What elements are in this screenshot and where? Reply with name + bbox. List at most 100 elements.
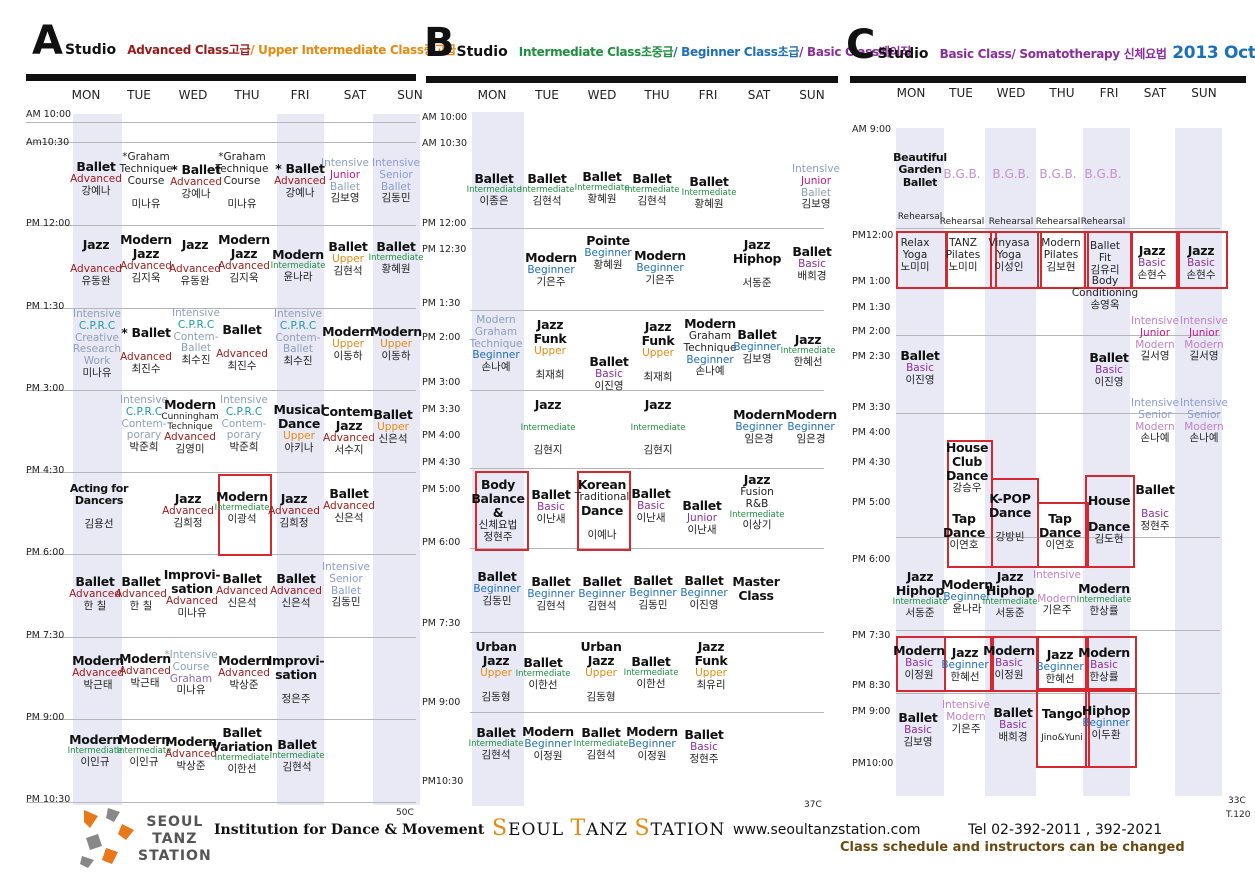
class-cell[interactable]: Ballet Beginner 김보영	[733, 328, 780, 366]
class-cell[interactable]: Improvi-sation Advanced 미나유	[164, 568, 221, 620]
class-cell[interactable]: Jazz Basic 손현수	[1138, 244, 1167, 282]
class-cell[interactable]: Modern Graham Technique Beginner 손나예	[684, 317, 737, 378]
class-cell[interactable]: Ballet Basic 이진영	[1089, 351, 1128, 389]
class-cell[interactable]: Jazz Hiphop Intermediate 서동준	[983, 570, 1038, 619]
class-cell[interactable]: Modern Pilates 김보현	[1041, 237, 1080, 273]
class-cell[interactable]: Modern Advanced 박근태	[119, 652, 171, 690]
class-cell[interactable]: Ballet Intermediate 황혜원	[682, 175, 737, 210]
class-cell[interactable]: Ballet Basic 이난새	[531, 488, 570, 526]
class-cell[interactable]: Acting for Dancers 김용선	[70, 482, 129, 531]
class-cell[interactable]: Modern Basic 이정원	[983, 644, 1035, 682]
class-cell[interactable]: Modern Graham Technique Beginner 손나예	[470, 314, 523, 374]
class-cell[interactable]: Modern Beginner 기은주	[634, 249, 686, 287]
class-cell[interactable]: Modern Upper 이동하	[370, 325, 422, 363]
class-cell[interactable]: Ballet Intermediate 김현석	[625, 172, 680, 207]
class-cell[interactable]: Jazz Advanced 김희정	[268, 492, 320, 530]
class-cell[interactable]: Ballet Beginner 이진영	[680, 574, 727, 612]
class-cell[interactable]: *Intensive Course Graham 미나유	[164, 649, 217, 697]
class-cell[interactable]: Tango Jino&Yuni	[1041, 707, 1083, 743]
class-cell[interactable]: TANZ Pilates 노미미	[946, 237, 980, 273]
class-cell[interactable]: Modern Beginner 임은경	[733, 408, 785, 446]
class-cell[interactable]: Intensive Senior Modern 손나예	[1180, 397, 1228, 445]
class-cell[interactable]: Musical Dance Upper 아키나	[273, 403, 324, 455]
class-cell[interactable]: Urban Jazz Upper 김동형	[475, 640, 516, 703]
class-cell[interactable]: Modern Beginner 기은주	[525, 251, 577, 289]
class-cell[interactable]: Ballet Advanced 신은석	[323, 487, 375, 525]
class-cell[interactable]: B.G.B. Rehearsal	[989, 167, 1034, 227]
class-cell[interactable]: Jazz Hiphop 서동준	[733, 238, 782, 290]
class-cell[interactable]: Jazz Basic 손현수	[1187, 244, 1216, 282]
class-cell[interactable]: *Graham Technique Course 미나유	[216, 151, 269, 211]
class-cell[interactable]: Tap Dance 이연호	[943, 512, 985, 552]
class-cell[interactable]: Urban Jazz Upper 김동형	[580, 640, 621, 703]
class-cell[interactable]: Modern Upper 이동하	[322, 325, 374, 363]
class-cell[interactable]: Ballet Intermediate 이한선	[624, 655, 679, 690]
class-cell[interactable]: Ballet Basic 이난새	[631, 487, 670, 525]
class-cell[interactable]: Intensive C.P.R.C Contem- Ballet 최수진	[274, 308, 322, 368]
class-cell[interactable]: Modern Beginner 이정원	[522, 725, 574, 763]
class-cell[interactable]: Ballet Basic 이진영	[900, 349, 939, 387]
class-cell[interactable]: Modern Advanced 박근태	[72, 654, 124, 692]
class-cell[interactable]: Ballet Advanced 강예나	[70, 160, 122, 198]
class-cell[interactable]: Modern Intermediate 이인규	[117, 733, 172, 768]
class-cell[interactable]: Ballet Intermediate 이한선	[516, 656, 571, 691]
class-cell[interactable]: Jazz Funk Upper 최재희	[534, 318, 567, 381]
class-cell[interactable]: Intensive C.P.R.C Contem-porary 박준희	[120, 394, 168, 454]
class-cell[interactable]: Modern Intermediate 이인규	[68, 733, 123, 768]
class-cell[interactable]: Pointe Beginner 황혜원	[584, 234, 631, 272]
class-cell[interactable]: Jazz Advanced 유동완	[169, 238, 221, 287]
website-link[interactable]: www.seoultanzstation.com	[733, 822, 921, 838]
class-cell[interactable]: * Ballet Advanced 최진수	[120, 326, 172, 375]
class-cell[interactable]: Ballet Basic 배희경	[792, 245, 831, 283]
class-cell[interactable]: Intensive Junior Ballet 김보영	[792, 163, 840, 211]
class-cell[interactable]: Ballet Intermediate 김현석	[520, 172, 575, 207]
class-cell[interactable]: Tap Dance 이연호	[1039, 512, 1081, 552]
class-cell[interactable]: Modern Intermediate 이광석	[215, 490, 270, 525]
class-cell[interactable]: Modern Basic 한상률	[1078, 646, 1130, 684]
class-cell[interactable]: Body Balance & 신체요법 정현주	[471, 478, 525, 544]
class-cell[interactable]: Contem. Jazz Advanced 서수지	[321, 405, 378, 457]
class-cell[interactable]: Ballet Intermediate 김현석	[574, 726, 629, 761]
class-cell[interactable]: Master Class	[732, 575, 779, 603]
class-cell[interactable]: Relax Yoga 노미미	[901, 237, 930, 273]
class-cell[interactable]: Intensive Senior Ballet 김동민	[372, 157, 420, 205]
class-cell[interactable]: Jazz Intermediate 김현지	[521, 398, 576, 457]
class-cell[interactable]: B.G.B. Rehearsal	[940, 167, 985, 227]
class-cell[interactable]: Intensive C.P.R.C Contem-porary 박준희	[220, 394, 268, 454]
class-cell[interactable]: Ballet Variation Intermediate 이한선	[211, 726, 273, 775]
class-cell[interactable]: Modern Advanced 박상준	[218, 654, 270, 692]
class-cell[interactable]: Modern Intermediate 한상률	[1077, 582, 1132, 617]
class-cell[interactable]: Intensive Junior Modern 길서영	[1180, 315, 1228, 363]
class-cell[interactable]: Intensive Junior Modern 길서영	[1131, 315, 1179, 363]
class-cell[interactable]: Modern Cunningham Technique Advanced 김영미	[161, 398, 218, 456]
class-cell[interactable]: Hiphop Beginner 이두환	[1082, 704, 1131, 742]
class-cell[interactable]: Ballet Beginner 김현석	[578, 575, 625, 613]
class-cell[interactable]: Jazz Hiphop Intermediate 서동준	[893, 570, 948, 619]
class-cell[interactable]: Ballet Upper 신은석	[373, 408, 412, 446]
class-cell[interactable]: Jazz Beginner 한혜선	[1036, 648, 1083, 686]
class-cell[interactable]: B.G.B. Rehearsal	[1081, 167, 1126, 227]
class-cell[interactable]: Ballet Junior 이난새	[682, 499, 721, 537]
class-cell[interactable]: Improvi-sation 정은주	[268, 654, 325, 706]
class-cell[interactable]: Modern Basic 이정원	[893, 644, 945, 682]
class-cell[interactable]: Ballet Basic 배희경	[993, 706, 1032, 744]
class-cell[interactable]: Ballet Intermediate 황혜원	[369, 240, 424, 275]
class-cell[interactable]: Jazz Funk Upper 최재희	[642, 320, 675, 383]
class-cell[interactable]: Ballet Intermediate 김현석	[469, 726, 524, 761]
class-cell[interactable]: Modern Jazz Advanced 김지욱	[218, 233, 270, 285]
class-cell[interactable]: Ballet Advanced 신은석	[216, 572, 268, 610]
class-cell[interactable]: Ballet Upper 김현석	[328, 240, 367, 278]
class-cell[interactable]: Modern Beginner 임은경	[785, 408, 837, 446]
class-cell[interactable]: Jazz Intermediate 한혜선	[781, 333, 836, 368]
class-cell[interactable]: Ballet Intermediate 황혜원	[575, 170, 630, 205]
class-cell[interactable]: Ballet Advanced 신은석	[270, 572, 322, 610]
class-cell[interactable]: Modern Jazz Advanced 김지욱	[120, 233, 172, 285]
class-cell[interactable]: Vinyasa Yoga 이성인	[988, 237, 1029, 273]
class-cell[interactable]: Ballet Intermediate 김현석	[270, 738, 325, 773]
class-cell[interactable]: Intensive Senior Modern 손나예	[1131, 397, 1179, 445]
class-cell[interactable]: Korean Traditional Dance 이예나	[575, 478, 630, 541]
class-cell[interactable]: Jazz Advanced 유동완	[70, 238, 122, 287]
class-cell[interactable]: Ballet Advanced 한 칠	[115, 575, 167, 613]
class-cell[interactable]: Modern Beginner 윤나라	[941, 578, 993, 616]
class-cell[interactable]: Ballet Basic 정현주	[684, 728, 723, 766]
